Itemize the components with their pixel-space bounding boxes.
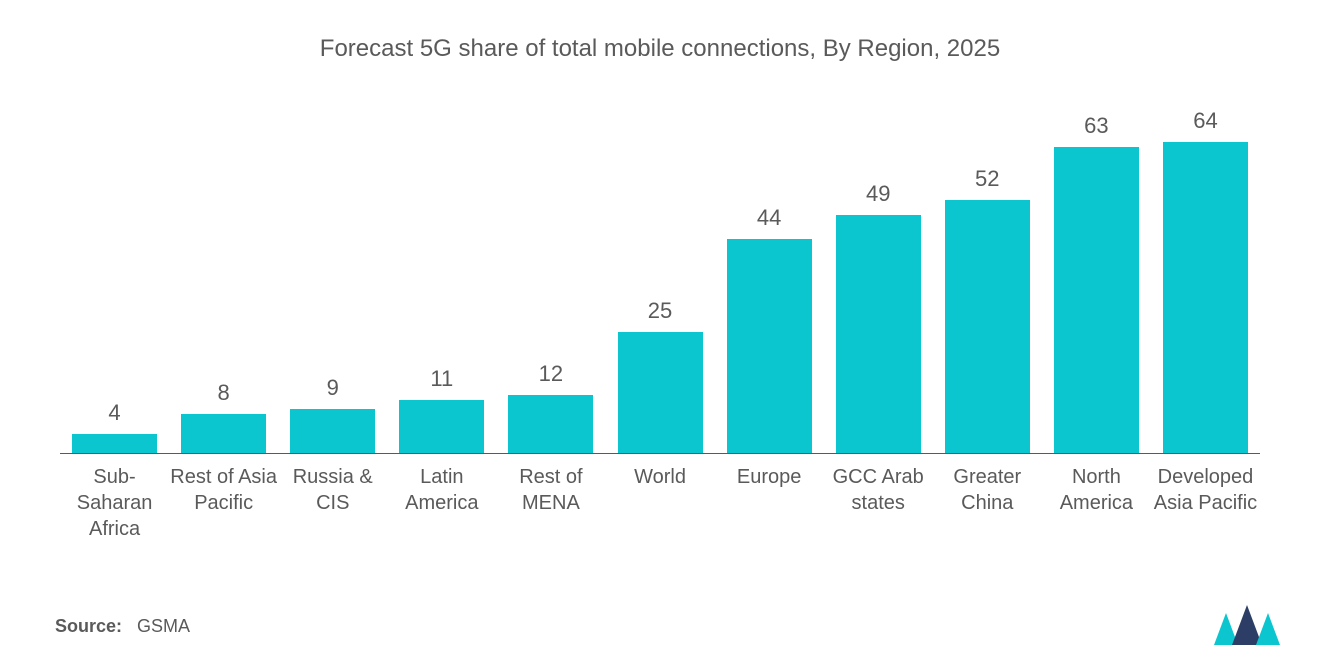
bar-value-label: 63 (1084, 113, 1108, 139)
bar-value-label: 11 (430, 366, 453, 392)
bar (290, 409, 375, 453)
bar-category-label: World (605, 464, 714, 542)
brand-logo-icon (1214, 605, 1280, 645)
bar-category-label: Sub-Saharan Africa (60, 464, 169, 542)
bar (72, 434, 157, 453)
bar (618, 332, 703, 453)
bar-category-label: Rest of MENA (496, 464, 605, 542)
bar-group: 52 (933, 166, 1042, 453)
bar-category-label: Developed Asia Pacific (1151, 464, 1260, 542)
bar-group: 8 (169, 380, 278, 453)
bar-group: 9 (278, 375, 387, 453)
bar-group: 63 (1042, 113, 1151, 453)
bar (508, 395, 593, 453)
chart-container: Forecast 5G share of total mobile connec… (0, 0, 1320, 665)
bar-category-label: Rest of Asia Pacific (169, 464, 278, 542)
bar-group: 44 (715, 205, 824, 453)
bar-value-label: 4 (108, 400, 120, 426)
bar-category-label: Europe (715, 464, 824, 542)
bar-group: 64 (1151, 108, 1260, 453)
bar (836, 215, 921, 453)
bar-value-label: 64 (1193, 108, 1217, 134)
labels-area: Sub-Saharan AfricaRest of Asia PacificRu… (50, 454, 1270, 542)
bar-value-label: 49 (866, 181, 890, 207)
source-line: Source: GSMA (55, 616, 190, 637)
chart-title: Forecast 5G share of total mobile connec… (50, 35, 1270, 63)
source-value: GSMA (137, 616, 190, 636)
bar-value-label: 9 (327, 375, 339, 401)
bar-category-label: Russia & CIS (278, 464, 387, 542)
bar-category-label: Latin America (387, 464, 496, 542)
bar (945, 200, 1030, 453)
bar-group: 11 (387, 366, 496, 453)
source-label: Source: (55, 616, 122, 636)
bar-category-label: GCC Arab states (824, 464, 933, 542)
bar-category-label: North America (1042, 464, 1151, 542)
bar (181, 414, 266, 453)
bar-category-label: Greater China (933, 464, 1042, 542)
bar (1163, 142, 1248, 453)
bar (1054, 147, 1139, 453)
bar (727, 239, 812, 453)
bar-group: 49 (824, 181, 933, 453)
bar (399, 400, 484, 453)
bar-value-label: 44 (757, 205, 781, 231)
bar-group: 12 (496, 361, 605, 453)
bar-group: 4 (60, 400, 169, 453)
bar-group: 25 (605, 298, 714, 453)
bar-value-label: 12 (539, 361, 563, 387)
bar-value-label: 8 (218, 380, 230, 406)
bars-area: 4891112254449526364 (50, 113, 1270, 453)
bar-value-label: 52 (975, 166, 999, 192)
bar-value-label: 25 (648, 298, 672, 324)
